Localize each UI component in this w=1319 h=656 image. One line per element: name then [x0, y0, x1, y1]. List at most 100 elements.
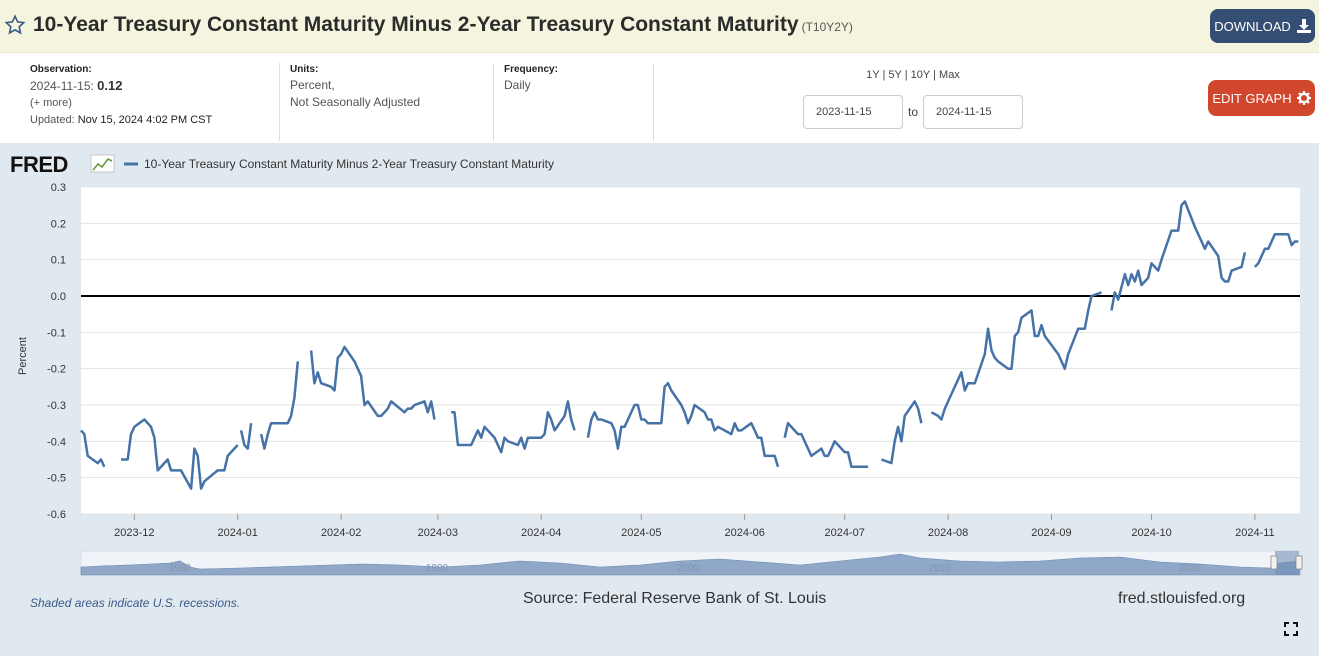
range-navigator[interactable]: 1980 1990 2000 2010 2020 — [0, 549, 1319, 579]
range-link-5y[interactable]: 5Y — [888, 69, 902, 81]
series-line — [121, 418, 239, 490]
end-date-input[interactable] — [923, 95, 1023, 129]
x-tick-label: 2024-05 — [621, 527, 661, 539]
range-link-1y[interactable]: 1Y — [866, 69, 880, 81]
fullscreen-icon[interactable] — [1284, 622, 1298, 636]
updated-label: Updated: — [30, 114, 75, 126]
series-lines — [80, 200, 1299, 490]
edit-graph-button[interactable]: EDIT GRAPH — [1208, 80, 1315, 116]
edit-graph-label: EDIT GRAPH — [1212, 90, 1292, 106]
observation-date: 2024-11-15: — [30, 79, 94, 93]
x-tick-label: 2024-09 — [1031, 527, 1071, 539]
navigator-left-handle[interactable] — [1270, 555, 1278, 570]
navigator-series — [80, 553, 1301, 576]
range-link-10y[interactable]: 10Y — [910, 69, 931, 81]
series-line — [239, 423, 253, 450]
y-tick-label: 0.1 — [51, 255, 66, 267]
download-icon — [1296, 19, 1311, 33]
x-tick-label: 2024-04 — [521, 527, 561, 539]
more-link[interactable]: (+ more) — [30, 97, 72, 109]
x-tick-label: 2024-11 — [1235, 527, 1275, 539]
y-tick-label: -0.2 — [47, 364, 66, 376]
y-axis: -0.6 -0.5 -0.4 -0.3 -0.2 -0.1 0.0 0.1 0.2 0.3 — [47, 182, 66, 521]
source-text: Source: Federal Reserve Bank of St. Loui… — [523, 590, 827, 607]
gear-icon — [1296, 91, 1311, 105]
y-tick-label: -0.5 — [47, 473, 66, 485]
updated-value: Nov 15, 2024 4:02 PM CST — [77, 114, 213, 126]
observation-value: 0.12 — [97, 78, 123, 93]
series-line — [309, 345, 436, 420]
download-label: DOWNLOAD — [1214, 18, 1291, 34]
title-bar: 10-Year Treasury Constant Maturity Minus… — [0, 0, 1319, 53]
units-label: Units: — [290, 64, 319, 75]
fred-logo: FRED — [10, 152, 68, 177]
series-line — [930, 291, 1102, 421]
recession-note: Shaded areas indicate U.S. recessions. — [30, 596, 241, 610]
x-tick-label: 2024-02 — [321, 527, 361, 539]
chart-area: FRED 10-Year Treasury Constant Maturity … — [0, 143, 1319, 656]
series-line — [783, 421, 869, 469]
to-label: to — [908, 105, 919, 119]
x-tick-label: 2024-07 — [825, 527, 865, 539]
y-tick-label: -0.1 — [47, 327, 66, 339]
grid-lines — [81, 186, 1300, 515]
navigator-tick-label: 2010 — [929, 563, 952, 574]
y-tick-label: 0.0 — [51, 291, 66, 303]
start-date-input[interactable] — [803, 95, 903, 129]
x-tick-label: 2024-06 — [724, 527, 764, 539]
fred-logo-icon — [90, 154, 115, 173]
range-links: 1Y | 5Y | 10Y | Max — [850, 69, 976, 81]
navigator-ticks: 1980 1990 2000 2010 2020 — [169, 563, 1202, 574]
range-separator: | — [930, 69, 940, 81]
range-separator: | — [901, 69, 911, 81]
y-tick-label: 0.3 — [51, 182, 66, 194]
site-link[interactable]: fred.stlouisfed.org — [1118, 590, 1246, 607]
series-line — [80, 429, 106, 468]
navigator-tick-label: 2000 — [677, 563, 700, 574]
navigator-selection[interactable] — [1275, 551, 1299, 575]
metadata-row: Observation: 2024-11-15: 0.12 (+ more) U… — [0, 53, 1319, 143]
navigator-tick-label: 2020 — [1179, 563, 1202, 574]
units-block: Units: Percent, Not Seasonally Adjusted — [290, 63, 490, 141]
download-button[interactable]: DOWNLOAD — [1210, 9, 1315, 43]
series-line — [586, 381, 780, 468]
y-tick-label: -0.4 — [47, 436, 66, 448]
series-line — [1253, 232, 1299, 268]
legend-label: 10-Year Treasury Constant Maturity Minus… — [144, 157, 554, 171]
divider — [653, 63, 654, 141]
observation-label: Observation: — [30, 64, 92, 75]
range-separator: | — [879, 69, 889, 81]
star-icon[interactable] — [4, 14, 26, 36]
range-link-max[interactable]: Max — [939, 69, 960, 81]
x-tick-label: 2023-12 — [114, 527, 154, 539]
series-id: (T10Y2Y) — [801, 20, 853, 34]
x-tick-label: 2024-10 — [1131, 527, 1171, 539]
x-tick-label: 2024-08 — [928, 527, 968, 539]
series-line — [451, 400, 576, 454]
frequency-block: Frequency: Daily — [504, 63, 644, 141]
line-chart: FRED 10-Year Treasury Constant Maturity … — [10, 152, 1300, 539]
series-line — [1110, 200, 1247, 311]
y-tick-label: -0.3 — [47, 400, 66, 412]
series-line — [259, 361, 300, 450]
frequency-label: Frequency: — [504, 64, 558, 75]
y-axis-label: Percent — [17, 337, 29, 375]
y-tick-label: -0.6 — [47, 509, 66, 521]
page-title: 10-Year Treasury Constant Maturity Minus… — [33, 13, 853, 37]
chart-legend: 10-Year Treasury Constant Maturity Minus… — [124, 157, 554, 171]
units-line2: Not Seasonally Adjusted — [290, 95, 421, 109]
plot-background — [81, 187, 1300, 514]
navigator-tick-label: 1980 — [169, 563, 192, 574]
observation-block: Observation: 2024-11-15: 0.12 (+ more) U… — [30, 63, 270, 141]
units-line1: Percent, — [290, 78, 335, 92]
divider — [493, 63, 494, 141]
x-tick-label: 2024-03 — [418, 527, 458, 539]
navigator-tick-label: 1990 — [426, 563, 449, 574]
divider — [279, 63, 280, 141]
navigator-right-handle[interactable] — [1295, 555, 1303, 570]
series-title: 10-Year Treasury Constant Maturity Minus… — [33, 13, 799, 36]
y-tick-label: 0.2 — [51, 218, 66, 230]
x-tick-label: 2024-01 — [218, 527, 258, 539]
frequency-value: Daily — [504, 78, 531, 92]
x-axis: 2023-12 2024-01 2024-02 2024-03 2024-04 2024-… — [114, 514, 1275, 539]
